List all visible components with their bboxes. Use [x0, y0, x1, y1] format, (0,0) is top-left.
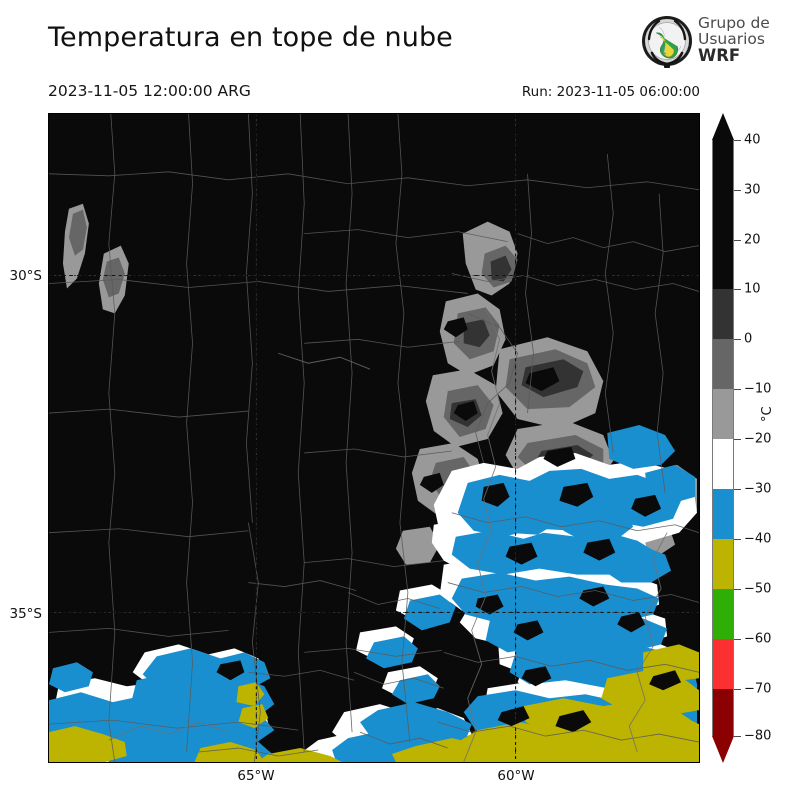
colorbar-tick-m70 [734, 689, 741, 690]
colorbar-extend-top-arrow [712, 113, 734, 140]
colorbar-band-m60-m50 [713, 589, 733, 639]
colorbar-tick-40 [734, 140, 741, 141]
colorbar-body [712, 140, 734, 736]
colorbar-label-m40: −40 [744, 531, 772, 547]
colorbar-tick-m50 [734, 589, 741, 590]
colorbar-band-m20-m10 [713, 389, 733, 439]
colorbar-band-m40-m30 [713, 489, 733, 539]
colorbar-band-m80-m70 [713, 689, 733, 736]
colorbar-label-0: 0 [744, 331, 753, 347]
cloud-field [49, 203, 699, 762]
lat-label-35s: 35°S [9, 606, 43, 622]
colorbar-band-m70-m60 [713, 639, 733, 689]
colorbar-unit-label: °C [760, 406, 775, 422]
colorbar-label-10: 10 [744, 281, 761, 297]
colorbar-label-m70: −70 [744, 681, 772, 697]
lon-label-65w: 65°W [237, 768, 275, 784]
colorbar-tick-m60 [734, 639, 741, 640]
colorbar-label-m30: −30 [744, 481, 772, 497]
lat-label-30s: 30°S [9, 268, 43, 284]
colorbar-label-m20: −20 [744, 431, 772, 447]
temperature-colorbar[interactable]: 40 30 20 10 0 −10 −20 −30 −40 −50 −60 −7… [712, 113, 771, 763]
colorbar-tick-m40 [734, 539, 741, 540]
logo-line-1: Grupo de [698, 14, 770, 32]
colorbar-label-m60: −60 [744, 631, 772, 647]
cloud-top-temperature-map[interactable] [48, 113, 700, 763]
graticule-over-cloud [49, 114, 699, 762]
colorbar-label-m50: −50 [744, 581, 772, 597]
colorbar-tick-10 [734, 289, 741, 290]
map-raster [49, 114, 699, 762]
colorbar-label-20: 20 [744, 232, 761, 248]
colorbar-band-m30-m20 [713, 439, 733, 489]
wrf-globe-emblem-icon [642, 16, 692, 68]
colorbar-tick-m10 [734, 389, 741, 390]
province-boundaries [49, 114, 699, 762]
colorbar-label-40: 40 [744, 132, 761, 148]
colorbar-extend-bottom-arrow [712, 736, 734, 763]
colorbar-tick-m30 [734, 489, 741, 490]
wrf-user-group-logo: Grupo de Usuarios WRF [640, 14, 795, 70]
colorbar-label-m80: −80 [744, 728, 772, 744]
colorbar-tick-m80 [734, 736, 741, 737]
colorbar-label-30: 30 [744, 182, 761, 198]
run-time-label: Run: 2023-11-05 06:00:00 [521, 84, 700, 100]
colorbar-tick-0 [734, 339, 741, 340]
colorbar-band-m50-m40 [713, 539, 733, 589]
colorbar-label-m10: −10 [744, 381, 772, 397]
colorbar-tick-20 [734, 240, 741, 241]
page-title: Temperatura en tope de nube [48, 22, 453, 53]
colorbar-tick-m20 [734, 439, 741, 440]
hydrography [108, 309, 668, 762]
logo-line-3: WRF [698, 45, 741, 65]
lon-label-60w: 60°W [497, 768, 535, 784]
colorbar-band-10-40 [713, 140, 733, 289]
valid-time-label: 2023-11-05 12:00:00 ARG [48, 82, 251, 100]
logo-text-block: Grupo de Usuarios WRF [698, 14, 770, 65]
colorbar-tick-30 [734, 190, 741, 191]
colorbar-band-0-10 [713, 289, 733, 339]
logo-line-2: Usuarios [698, 29, 765, 48]
colorbar-band-m10-0 [713, 339, 733, 389]
